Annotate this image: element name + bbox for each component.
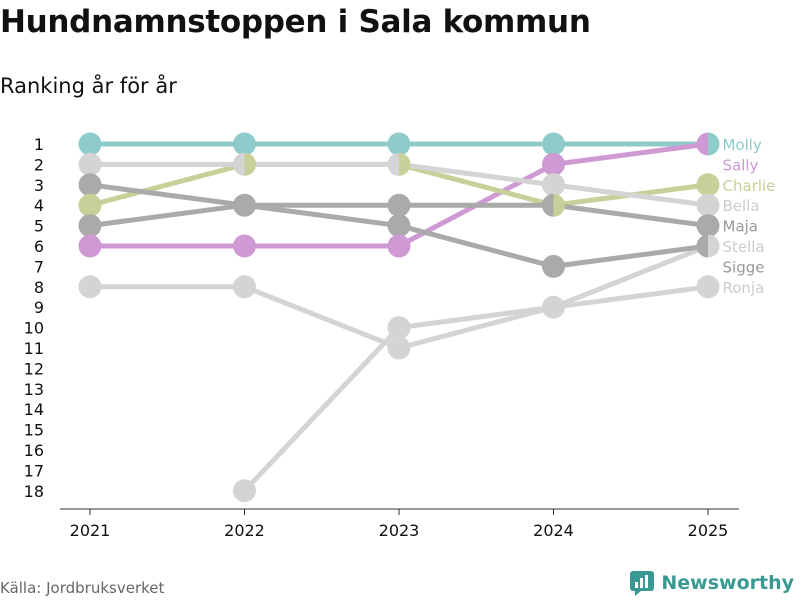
point-sally xyxy=(542,152,565,176)
point-stella xyxy=(387,316,411,340)
x-tick-label: 2022 xyxy=(224,521,265,540)
point-molly xyxy=(708,132,720,156)
point-ronja xyxy=(78,275,102,299)
series-line-stella xyxy=(242,243,711,494)
end-label-bella: Bella xyxy=(723,197,760,215)
brand-name: Newsworthy xyxy=(661,572,794,594)
point-bella xyxy=(696,193,720,217)
y-tick-label: 13 xyxy=(24,380,44,399)
series-points xyxy=(78,132,720,503)
point-sally xyxy=(78,234,102,258)
point-ronja xyxy=(387,336,411,360)
end-label-sally: Sally xyxy=(723,156,759,174)
y-tick-label: 1 xyxy=(34,135,44,154)
end-label-maja: Maja xyxy=(723,218,759,236)
source-note: Källa: Jordbruksverket xyxy=(0,579,165,597)
y-tick-label: 6 xyxy=(34,237,44,256)
y-tick-label: 15 xyxy=(24,421,44,440)
y-tick-label: 18 xyxy=(24,482,44,501)
point-molly xyxy=(542,132,565,156)
end-label-molly: Molly xyxy=(723,136,762,154)
x-tick-label: 2023 xyxy=(379,521,420,540)
point-sigge xyxy=(233,193,245,217)
point-stella xyxy=(708,234,720,258)
chart-subtitle: Ranking år för år xyxy=(0,74,177,98)
point-sigge xyxy=(542,254,565,278)
end-label-sigge: Sigge xyxy=(723,258,765,276)
x-tick-label: 2021 xyxy=(70,521,111,540)
y-tick-label: 16 xyxy=(24,441,44,460)
point-stella xyxy=(233,479,256,503)
point-stella xyxy=(553,295,565,319)
brand-logo: Newsworthy xyxy=(629,570,794,596)
point-sigge xyxy=(387,214,411,238)
point-maja xyxy=(696,214,720,238)
point-ronja xyxy=(542,295,554,319)
y-tick-label: 17 xyxy=(24,461,44,480)
point-maja xyxy=(387,193,411,217)
x-axis: 2021 2022 2023 2024 2025 xyxy=(60,508,739,540)
y-tick-label: 8 xyxy=(34,278,44,297)
point-sally xyxy=(696,132,708,156)
point-bella xyxy=(78,152,102,176)
y-tick-label: 9 xyxy=(34,298,44,317)
point-bella xyxy=(233,152,245,176)
point-molly xyxy=(78,132,102,156)
y-tick-label: 5 xyxy=(34,217,44,236)
y-tick-label: 4 xyxy=(34,196,44,215)
end-label-charlie: Charlie xyxy=(723,177,776,195)
point-sigge xyxy=(696,234,708,258)
newsworthy-logo-icon xyxy=(630,571,655,596)
x-tick-label: 2024 xyxy=(533,521,574,540)
point-sally xyxy=(233,234,256,258)
point-sally xyxy=(387,234,411,258)
point-charlie xyxy=(244,152,256,176)
y-tick-label: 12 xyxy=(24,359,44,378)
point-maja xyxy=(244,193,256,217)
point-maja xyxy=(542,193,554,217)
point-maja xyxy=(78,214,102,238)
series-end-labels: Molly Sally Charlie Bella Maja Stella Sigge Ron… xyxy=(723,136,776,297)
y-tick-label: 2 xyxy=(34,155,44,174)
end-label-stella: Stella xyxy=(723,238,765,256)
y-tick-label: 3 xyxy=(34,176,44,195)
point-sigge xyxy=(78,173,102,197)
point-charlie xyxy=(399,152,411,176)
point-molly xyxy=(387,132,411,156)
point-bella xyxy=(542,173,565,197)
point-ronja xyxy=(233,275,256,299)
y-tick-label: 11 xyxy=(24,339,44,358)
point-bella xyxy=(387,152,399,176)
point-charlie xyxy=(696,173,720,197)
point-ronja xyxy=(696,275,720,299)
chart-title: Hundnamnstoppen i Sala kommun xyxy=(0,4,591,40)
y-tick-label: 7 xyxy=(34,257,44,276)
end-label-ronja: Ronja xyxy=(723,279,765,297)
y-tick-label: 10 xyxy=(24,319,44,338)
point-molly xyxy=(233,132,256,156)
point-charlie xyxy=(553,193,565,217)
y-tick-label: 14 xyxy=(24,400,44,419)
x-tick-label: 2025 xyxy=(688,521,729,540)
point-charlie xyxy=(78,193,102,217)
